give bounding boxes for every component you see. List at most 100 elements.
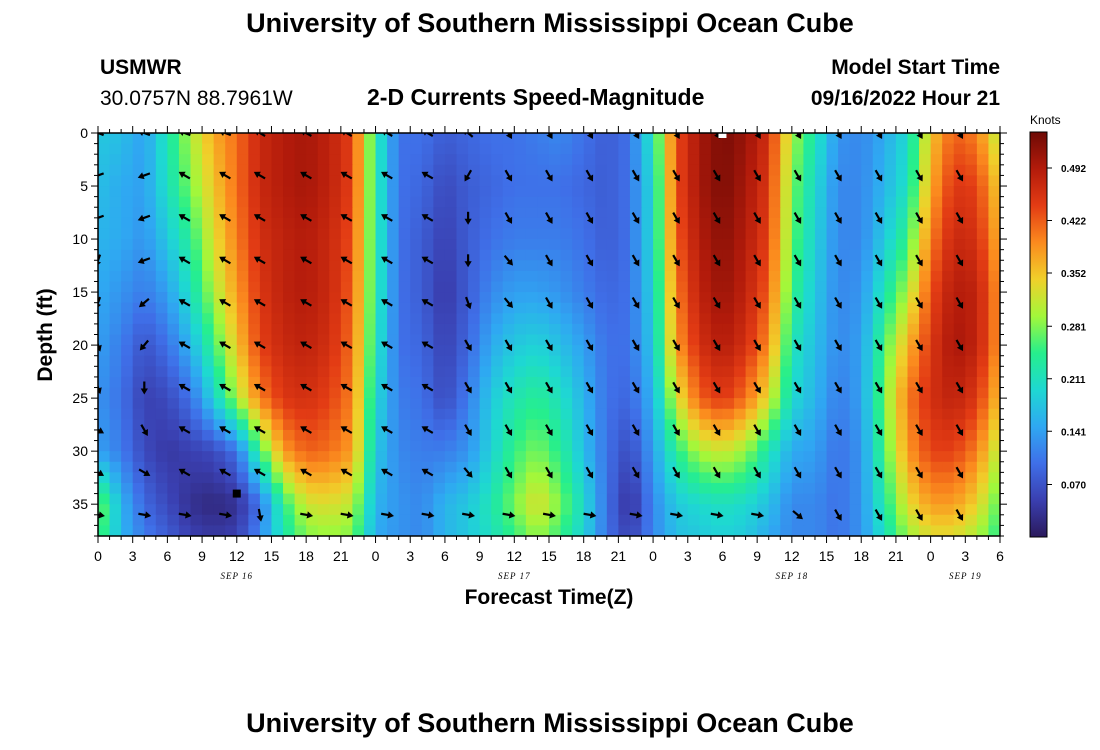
heatmap-cell: [502, 429, 515, 442]
heatmap-cell: [121, 345, 134, 357]
heatmap-cell: [525, 366, 539, 378]
heatmap-cell: [306, 292, 319, 304]
heatmap-cell: [352, 398, 365, 410]
heatmap-cell: [294, 302, 307, 314]
heatmap-cell: [942, 207, 955, 219]
heatmap-cell: [98, 398, 111, 410]
heatmap-cell: [190, 429, 203, 442]
heatmap-cell: [745, 408, 758, 420]
heatmap-cell: [98, 154, 111, 166]
heatmap-cell: [525, 472, 539, 484]
heatmap-cell: [225, 504, 238, 516]
heatmap-cell: [849, 429, 862, 442]
heatmap-cell: [167, 313, 180, 325]
heatmap-cell: [294, 175, 307, 187]
heatmap-cell: [167, 334, 180, 346]
heatmap-cell: [791, 164, 805, 177]
heatmap-cell: [352, 186, 365, 198]
heatmap-cell: [514, 504, 527, 516]
heatmap-cell: [653, 154, 666, 166]
heatmap-cell: [167, 345, 180, 357]
heatmap-cell: [965, 228, 978, 240]
heatmap-cell: [98, 313, 111, 325]
heatmap-cell: [109, 525, 122, 536]
heatmap-cell: [641, 207, 654, 219]
heatmap-cell: [259, 440, 273, 452]
heatmap-cell: [872, 472, 885, 484]
heatmap-cell: [907, 249, 920, 261]
heatmap-cell: [387, 281, 400, 293]
heatmap-cell: [826, 514, 839, 526]
heatmap-cell: [872, 345, 885, 357]
y-tick-label: 30: [72, 443, 88, 459]
heatmap-cell: [98, 419, 111, 431]
current-arrow: [672, 296, 680, 309]
heatmap-cell: [757, 207, 770, 219]
heatmap-cell: [375, 451, 388, 463]
heatmap-cell: [676, 228, 689, 240]
heatmap-cell: [734, 504, 747, 516]
heatmap-cell: [98, 440, 111, 452]
heatmap-cell: [861, 228, 874, 240]
heatmap-cell: [213, 196, 226, 208]
heatmap-cell: [190, 186, 203, 198]
heatmap-cell: [294, 196, 307, 208]
heatmap-cell: [838, 186, 851, 198]
heatmap-cell: [456, 175, 469, 187]
heatmap-cell: [988, 133, 1000, 145]
x-tick-label: 0: [372, 548, 380, 564]
heatmap-cell: [491, 302, 504, 314]
heatmap-cell: [560, 345, 573, 357]
heatmap-cell: [537, 196, 550, 208]
heatmap-cell: [144, 260, 157, 272]
heatmap-cell: [387, 217, 400, 230]
heatmap-cell: [861, 281, 874, 293]
heatmap-cell: [641, 504, 654, 516]
heatmap-cell: [814, 323, 828, 336]
heatmap-cell: [849, 207, 862, 219]
heatmap-cell: [861, 239, 874, 251]
heatmap-cell: [514, 472, 527, 484]
heatmap-cell: [930, 281, 943, 293]
heatmap-cell: [988, 472, 1000, 484]
heatmap-cell: [433, 366, 446, 378]
heatmap-cell: [502, 207, 515, 219]
heatmap-cell: [202, 207, 215, 219]
heatmap-cell: [953, 133, 966, 145]
heatmap-cell: [340, 419, 354, 431]
heatmap-cell: [895, 175, 909, 187]
heatmap-cell: [178, 440, 192, 452]
heatmap-cell: [410, 376, 423, 389]
heatmap-cell: [167, 133, 180, 145]
heatmap-cell: [479, 440, 492, 452]
heatmap-cell: [387, 164, 400, 177]
heatmap-cell: [468, 482, 481, 495]
current-arrow: [137, 257, 151, 265]
heatmap-cell: [745, 207, 758, 219]
heatmap-cell: [225, 398, 238, 410]
heatmap-cell: [664, 281, 677, 293]
heatmap-cell: [213, 461, 226, 473]
heatmap-cell: [907, 239, 920, 251]
heatmap-cell: [398, 419, 411, 431]
heatmap-cell: [387, 270, 400, 283]
heatmap-cell: [144, 175, 157, 187]
heatmap-cell: [595, 313, 608, 325]
heatmap-cell: [248, 281, 261, 293]
heatmap-cell: [387, 345, 400, 357]
heatmap-cell: [271, 207, 284, 219]
heatmap-cell: [907, 270, 920, 283]
heatmap-cell: [664, 313, 677, 325]
heatmap-cell: [560, 164, 573, 177]
heatmap-cell: [456, 493, 469, 505]
heatmap-cell: [942, 302, 955, 314]
heatmap-cell: [699, 313, 712, 325]
heatmap-cell: [491, 313, 504, 325]
heatmap-cell: [236, 440, 249, 452]
current-arrow: [672, 339, 680, 352]
heatmap-cell: [560, 493, 573, 505]
current-arrow: [793, 424, 802, 436]
current-arrow: [834, 254, 842, 267]
heatmap-cell: [757, 239, 770, 251]
heatmap-cell: [734, 493, 747, 505]
